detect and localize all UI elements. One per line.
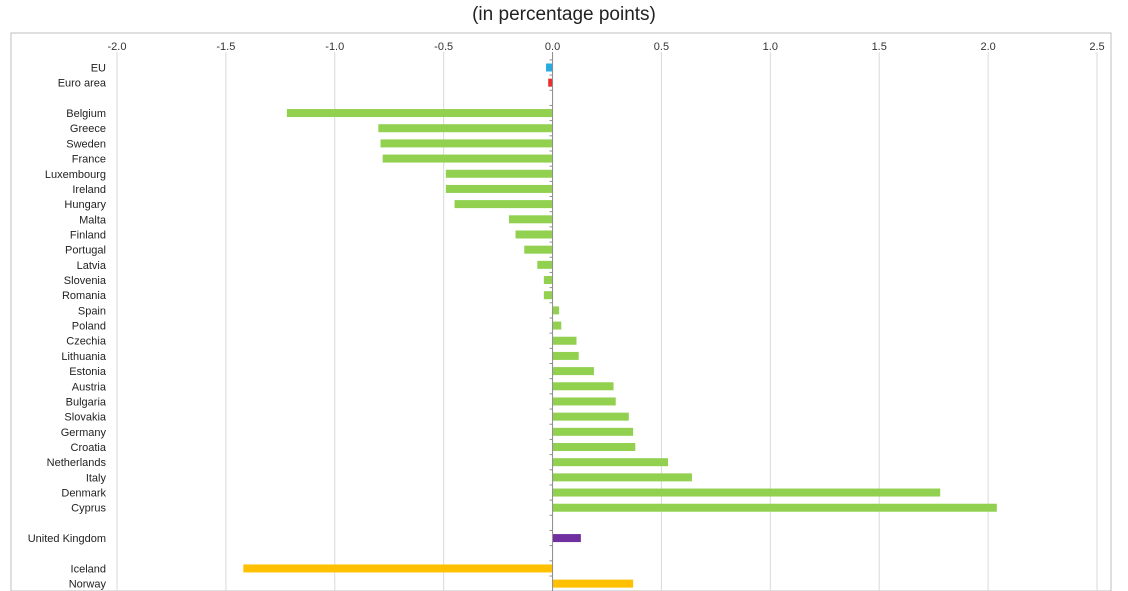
category-label: Euro area — [58, 78, 107, 90]
category-label: Latvia — [77, 260, 107, 272]
bar — [552, 351, 579, 360]
category-label: Slovenia — [64, 275, 107, 287]
bar — [543, 291, 553, 300]
category-label: Spain — [78, 305, 106, 317]
category-label: Poland — [72, 321, 106, 333]
bar — [552, 458, 668, 467]
plot-border — [10, 32, 1112, 591]
x-tick-label: 1.5 — [872, 41, 887, 53]
category-label: Italy — [86, 472, 107, 484]
plot-area — [10, 32, 1112, 591]
bar — [546, 63, 553, 72]
category-label: Sweden — [66, 138, 106, 150]
bar — [243, 564, 553, 573]
bar — [445, 184, 553, 193]
category-label: Germany — [61, 427, 107, 439]
bar — [543, 276, 553, 285]
bar — [552, 503, 997, 512]
bar — [515, 230, 553, 239]
x-tick-label: -0.5 — [434, 41, 453, 53]
bar — [552, 412, 629, 421]
bar — [552, 336, 577, 345]
category-label: France — [72, 154, 106, 166]
category-label: Netherlands — [47, 457, 107, 469]
category-label: Belgium — [66, 108, 106, 120]
bar — [524, 245, 553, 254]
category-label: Slovakia — [64, 412, 106, 424]
bar — [552, 397, 616, 406]
bar — [537, 260, 553, 269]
category-label: Luxembourg — [45, 169, 106, 181]
bar — [382, 154, 553, 163]
category-label: Malta — [79, 214, 107, 226]
bar — [286, 109, 553, 118]
bar — [552, 443, 636, 451]
bar — [548, 78, 553, 87]
category-label: Bulgaria — [66, 396, 107, 408]
gridlines — [116, 52, 1098, 591]
bars — [243, 63, 997, 588]
x-tick-label: -1.0 — [325, 41, 344, 53]
category-label: Croatia — [71, 442, 107, 454]
bar — [552, 382, 614, 391]
bar — [552, 306, 560, 315]
x-tick-label: 2.0 — [980, 41, 995, 53]
category-labels: EU Euro area Belgium Greece Sweden France Luxe… — [28, 63, 107, 591]
category-label: Hungary — [64, 199, 106, 211]
x-tick-label: -1.5 — [216, 41, 235, 53]
category-label: Romania — [62, 290, 107, 302]
bar — [552, 367, 594, 376]
category-label: Lithuania — [61, 351, 107, 363]
bar — [552, 534, 581, 543]
zero-axis — [549, 52, 554, 591]
bar — [552, 488, 941, 497]
bar — [552, 321, 562, 330]
bar — [552, 579, 634, 588]
category-label: Austria — [72, 381, 107, 393]
x-axis-ticks: -2.0 -1.5 -1.0 -0.5 0.0 0.5 1.0 1.5 2.0 2.5 — [108, 41, 1105, 53]
bar — [380, 139, 553, 148]
bar — [378, 124, 553, 133]
category-label: Cyprus — [71, 503, 106, 515]
x-tick-label: 0.5 — [654, 41, 669, 53]
category-label: Denmark — [61, 488, 106, 500]
chart-subtitle: (in percentage points) — [472, 4, 656, 25]
x-tick-label: 1.0 — [763, 41, 778, 53]
bar — [445, 169, 553, 178]
category-label: United Kingdom — [28, 533, 106, 545]
x-tick-label: 2.5 — [1089, 41, 1104, 53]
category-label: EU — [91, 63, 106, 75]
bar — [552, 427, 634, 436]
category-label: Norway — [69, 579, 107, 591]
bar — [552, 473, 692, 482]
category-label: Estonia — [69, 366, 107, 378]
category-label: Czechia — [66, 336, 107, 348]
x-tick-label: 0.0 — [545, 41, 560, 53]
bar — [454, 200, 553, 209]
category-label: Iceland — [71, 563, 106, 575]
category-label: Finland — [70, 229, 106, 241]
category-label: Portugal — [65, 245, 106, 257]
category-label: Ireland — [72, 184, 106, 196]
category-label: Greece — [70, 123, 106, 135]
bar — [509, 215, 553, 224]
x-tick-label: -2.0 — [108, 41, 127, 53]
